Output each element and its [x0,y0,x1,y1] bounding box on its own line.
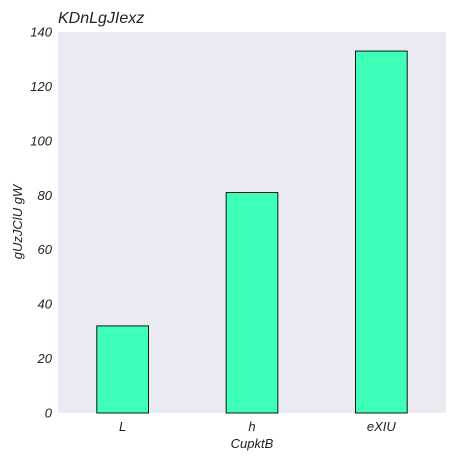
bars-group [96,50,408,414]
y-tick-label: 40 [38,297,53,312]
y-tick-label: 80 [38,188,53,203]
y-tick-label: 20 [37,351,53,366]
y-tick-label: 60 [38,242,53,257]
y-tick-label: 120 [30,79,52,94]
bar-0 [96,325,149,414]
bar-1 [225,192,279,414]
x-axis-title: CupktB [231,436,274,451]
bar-2 [355,50,408,414]
y-tick-label: 140 [30,25,52,40]
y-tick-label: 100 [30,133,52,148]
y-axis-ticks: 0 20 40 60 80 100 120 140 [30,25,52,421]
x-tick-label: eXIU [367,419,397,434]
x-tick-label: h [248,419,255,434]
chart-title: KDnLgJIexz [58,10,144,27]
x-tick-label: L [119,419,126,434]
y-axis-title: gUzJClU gW [10,183,25,259]
y-tick-label: 0 [45,406,53,421]
